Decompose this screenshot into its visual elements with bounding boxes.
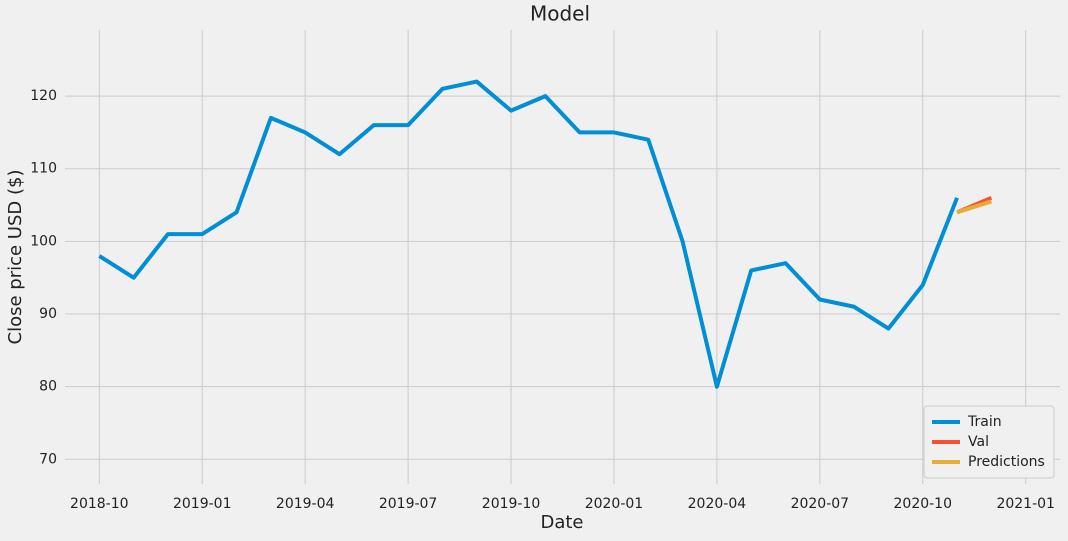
x-tick-label: 2019-07 [379, 496, 438, 512]
x-tick-label: 2020-04 [688, 496, 747, 512]
series-line [98, 79, 959, 389]
y-tick-label: 80 [39, 379, 57, 395]
x-tick-label: 2020-10 [894, 496, 953, 512]
x-tick-label: 2019-10 [482, 496, 541, 512]
chart-title: Model [530, 2, 590, 26]
y-tick-label: 70 [39, 451, 57, 467]
x-tick-label: 2018-10 [70, 496, 129, 512]
x-tick-label: 2021-01 [996, 496, 1055, 512]
x-tick-label: 2020-07 [791, 496, 850, 512]
legend-label: Train [967, 414, 1002, 430]
legend-label: Predictions [968, 454, 1045, 470]
series-line [956, 199, 992, 215]
x-axis-label: Date [540, 512, 583, 533]
y-tick-label: 120 [30, 88, 57, 104]
legend: Train Val Predictions [923, 405, 1055, 479]
y-tick-label: 100 [30, 233, 57, 249]
y-tick-label: 110 [30, 161, 57, 177]
legend-label: Val [968, 434, 989, 450]
y-axis-label: Close price USD ($) [5, 170, 26, 345]
x-tick-label: 2019-04 [276, 496, 335, 512]
x-tick-label: 2019-01 [173, 496, 232, 512]
y-tick-label: 90 [39, 306, 57, 322]
x-tick-label: 2020-01 [585, 496, 644, 512]
